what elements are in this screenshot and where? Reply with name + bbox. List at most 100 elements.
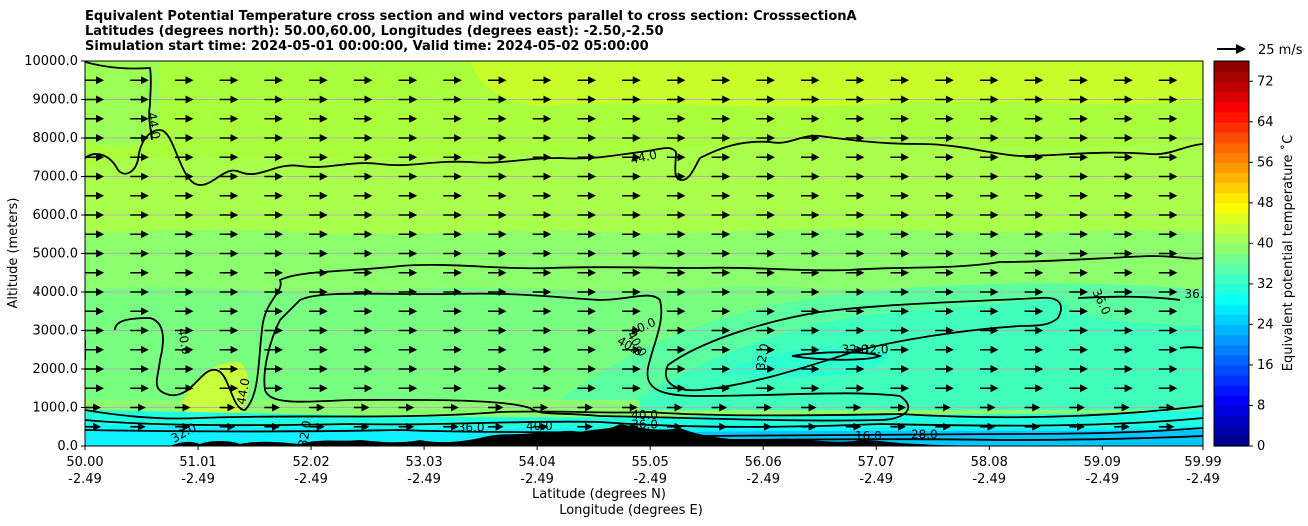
contour-40-right-edge (1179, 346, 1203, 349)
y-tick-label: 7000.0 (33, 170, 79, 185)
contour-labels: 44.044.040.040.040.040.044.032.0 32.032.0… (145, 111, 1204, 448)
colorbar-segment (1214, 61, 1249, 72)
colorbar-segment (1214, 435, 1249, 447)
colorbar-tick-label: 72 (1257, 74, 1274, 89)
x-tick-label-lat: 59.09 (1084, 455, 1121, 470)
colorbar-tick-label: 48 (1257, 196, 1274, 211)
contour-label: 36.0 (631, 418, 658, 432)
colorbar-segment (1214, 253, 1249, 265)
colorbar-segment (1214, 91, 1249, 103)
colorbar-tick-label: 64 (1257, 115, 1274, 130)
chart-title-line-2: Latitudes (degrees north): 50.00,60.00, … (85, 24, 664, 39)
contour-label: 32.0 (753, 342, 771, 371)
colorbar-frame (1213, 60, 1250, 447)
colorbar-segment (1214, 131, 1249, 143)
colorbar-segment (1214, 243, 1249, 255)
colorbar-segment (1214, 142, 1249, 153)
x-tick-label-lat: 59.99 (1184, 455, 1221, 470)
colorbar-segment (1214, 425, 1249, 437)
quiver-key-label: 25 m/s (1258, 43, 1303, 58)
colorbar-segment (1214, 385, 1249, 396)
x-tick-label-lon: -2.49 (520, 472, 554, 487)
colorbar-segment (1214, 162, 1249, 174)
y-tick-label: 1000.0 (33, 401, 79, 416)
x-tick-label-lon: -2.49 (633, 472, 667, 487)
chart-title-line-3: Simulation start time: 2024-05-01 00:00:… (85, 39, 649, 54)
x-tick-label-lon: -2.49 (746, 472, 780, 487)
y-tick-label: 6000.0 (33, 208, 79, 223)
x-tick-label-lon: -2.49 (972, 472, 1006, 487)
colorbar-segment (1214, 152, 1249, 163)
colorbar-segment (1214, 364, 1249, 376)
colorbar-segment (1214, 223, 1249, 234)
contour-label: 44.0 (629, 148, 658, 167)
colorbar-tick-label: 32 (1257, 277, 1274, 292)
y-tick-label: 9000.0 (33, 93, 79, 108)
x-tick-label-lat: 50.00 (66, 455, 103, 470)
x-tick-label-lat: 54.04 (519, 455, 556, 470)
colorbar-segment (1214, 233, 1249, 244)
y-axis-label: Altitude (meters) (6, 198, 21, 309)
colorbar-segment (1214, 172, 1249, 184)
y-tick-label: 10000.0 (24, 54, 78, 69)
x-axis: 50.00 -2.49 51.01 -2.49 52.02 -2.49 53.03 -2.49… (66, 446, 1222, 487)
contour-40-mid (85, 255, 1203, 411)
contour-40-inner (263, 292, 910, 422)
colorbar-segment (1214, 212, 1249, 224)
colorbar-label: Equivalent potential temperature ˚C (1280, 135, 1296, 371)
colorbar-segment (1214, 395, 1249, 407)
contour-label: 28.0 (911, 427, 938, 441)
colorbar-segment (1214, 415, 1249, 427)
colorbar-segment (1214, 71, 1249, 82)
x-tick-label-lat: 56.06 (745, 455, 782, 470)
colorbar-segment (1214, 375, 1249, 386)
colorbar-segment (1214, 304, 1249, 315)
colorbar-segment (1214, 354, 1249, 366)
colorbar-segment (1214, 101, 1249, 113)
y-tick-label: 5000.0 (33, 247, 79, 262)
x-tick-label-lat: 57.07 (858, 455, 895, 470)
contour-label: 32.0 (842, 343, 869, 357)
colorbar-segment (1214, 334, 1249, 346)
x-tick-label-lat: 58.08 (971, 455, 1008, 470)
colorbar-segment (1214, 324, 1249, 336)
contour-label: 36.0 (458, 420, 485, 434)
wind-vectors (85, 76, 1178, 431)
colorbar-segment (1214, 111, 1249, 123)
x-tick-label-lon: -2.49 (1085, 472, 1119, 487)
contour-32-north (791, 351, 883, 361)
y-tick-label: 4000.0 (33, 285, 79, 300)
x-tick-label-lat: 52.02 (292, 455, 329, 470)
contour-44-upper-left (85, 61, 153, 141)
contour-label: 16.0 (855, 429, 882, 443)
colorbar-segment (1214, 405, 1249, 417)
x-tick-label-lat: 51.01 (179, 455, 216, 470)
x-tick-label-lon: -2.49 (859, 472, 893, 487)
colorbar-segment (1214, 314, 1249, 326)
contour-label: 40.0 (526, 419, 553, 433)
colorbar-segment (1214, 263, 1249, 275)
contour-label: 36. (1185, 287, 1204, 301)
colorbar-segment (1214, 273, 1249, 285)
x-tick-label-lon: -2.49 (1186, 472, 1220, 487)
colorbar-segment (1214, 344, 1249, 356)
terrain-silhouette (85, 424, 1203, 446)
chart-title-line-1: Equivalent Potential Temperature cross s… (85, 9, 857, 24)
colorbar-tick-label: 56 (1257, 155, 1274, 170)
contour-label: 40.0 (175, 327, 193, 356)
x-tick-label-lon: -2.49 (181, 472, 215, 487)
colorbar-segment (1214, 283, 1249, 295)
x-tick-label-lat: 53.03 (405, 455, 442, 470)
x-tick-label-lon: -2.49 (294, 472, 328, 487)
colorbar-segment (1214, 192, 1249, 204)
contour-44-top (85, 129, 1203, 186)
contour-label: 32.0 (862, 343, 889, 357)
colorbar-tick-label: 40 (1257, 236, 1274, 251)
contour-label: 40.0 (631, 408, 658, 422)
contour-label: 44.0 (234, 377, 252, 406)
y-axis: 0.0 1000.0 2000.0 3000.0 4000.0 5000.0 6000.0 7… (24, 54, 85, 454)
colorbar-tick-label: 8 (1257, 398, 1265, 413)
colorbar-tick-label: 0 (1257, 439, 1265, 454)
y-tick-label: 2000.0 (33, 362, 79, 377)
